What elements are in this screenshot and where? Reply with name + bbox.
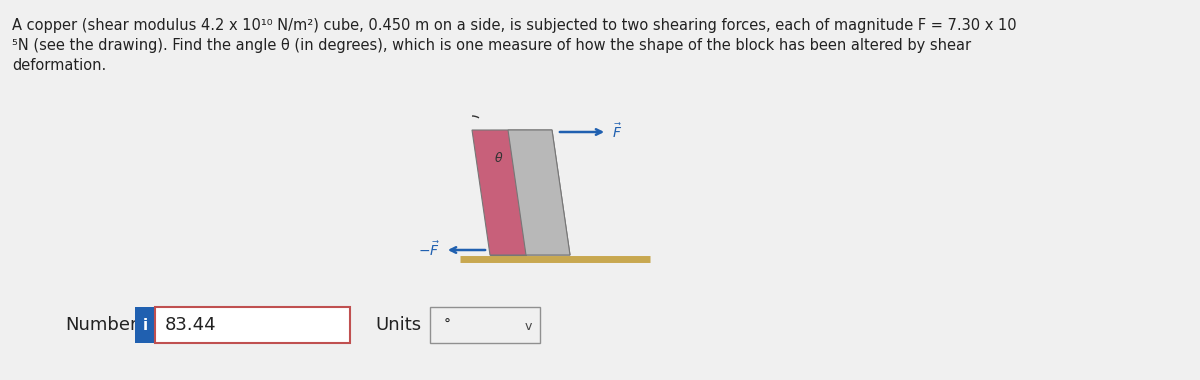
- Text: $\vec{F}$: $\vec{F}$: [612, 123, 622, 141]
- Bar: [134, 307, 155, 343]
- Text: $-\vec{F}$: $-\vec{F}$: [419, 241, 440, 259]
- Text: θ: θ: [496, 152, 503, 165]
- Text: i: i: [143, 318, 148, 332]
- Polygon shape: [472, 130, 570, 255]
- Text: ⁵N (see the drawing). Find the angle θ (in degrees), which is one measure of how: ⁵N (see the drawing). Find the angle θ (…: [12, 38, 971, 53]
- Text: A copper (shear modulus 4.2 x 10¹⁰ N/m²) cube, 0.450 m on a side, is subjected t: A copper (shear modulus 4.2 x 10¹⁰ N/m²)…: [12, 18, 1016, 33]
- Text: 83.44: 83.44: [166, 316, 217, 334]
- Bar: [430, 307, 540, 343]
- Text: Number: Number: [65, 316, 138, 334]
- Text: deformation.: deformation.: [12, 58, 107, 73]
- Text: Units: Units: [374, 316, 421, 334]
- Polygon shape: [490, 130, 526, 255]
- Bar: [155, 307, 350, 343]
- Text: °: °: [444, 318, 451, 332]
- Text: v: v: [524, 320, 532, 334]
- Polygon shape: [508, 130, 570, 255]
